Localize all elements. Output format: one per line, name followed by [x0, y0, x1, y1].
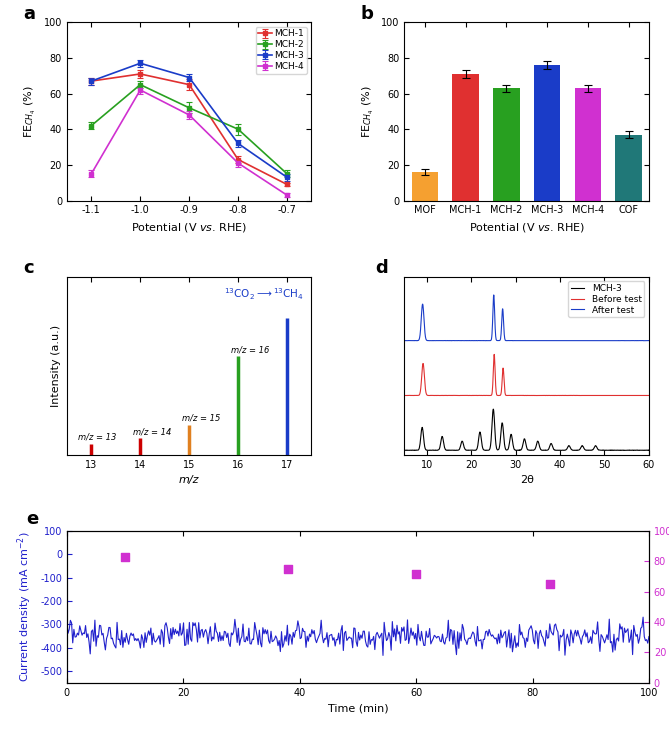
Text: m/z = 14: m/z = 14 — [133, 427, 171, 436]
MCH-3 — [400, 446, 408, 455]
Before test — [490, 350, 498, 359]
X-axis label: 2θ: 2θ — [520, 476, 534, 485]
After test — [429, 336, 437, 345]
Before test — [596, 391, 604, 400]
After test — [500, 322, 508, 331]
Text: a: a — [23, 4, 35, 23]
Point — [545, 578, 555, 590]
Point — [283, 563, 294, 575]
Before test — [591, 391, 599, 400]
Text: e: e — [26, 510, 38, 528]
MCH-3 — [508, 436, 516, 444]
After test — [596, 336, 604, 345]
Text: m/z = 15: m/z = 15 — [182, 413, 220, 423]
Text: c: c — [23, 259, 33, 277]
MCH-3 — [500, 429, 508, 438]
Bar — [615, 134, 642, 200]
MCH-3 — [425, 446, 434, 455]
X-axis label: Time (min): Time (min) — [328, 703, 388, 713]
Bar — [411, 172, 438, 200]
Before test — [425, 391, 434, 400]
Y-axis label: Intensity (a.u.): Intensity (a.u.) — [52, 325, 62, 407]
After test — [569, 336, 577, 345]
Before test — [508, 391, 516, 400]
Text: d: d — [375, 259, 388, 277]
Text: $^{13}$CO$_2$$\longrightarrow$$^{13}$CH$_4$: $^{13}$CO$_2$$\longrightarrow$$^{13}$CH$… — [224, 286, 304, 302]
X-axis label: m/z: m/z — [179, 476, 199, 485]
Before test — [645, 391, 653, 400]
Bar — [493, 88, 520, 200]
Line: Before test: Before test — [404, 355, 649, 395]
Y-axis label: FE$_{CH_4}$ (%): FE$_{CH_4}$ (%) — [361, 85, 375, 138]
Bar — [575, 88, 601, 200]
Before test — [400, 391, 408, 400]
MCH-3 — [595, 446, 603, 455]
Line: After test: After test — [404, 295, 649, 341]
After test — [645, 336, 653, 345]
Bar — [452, 74, 479, 200]
Text: m/z = 13: m/z = 13 — [78, 433, 116, 441]
Text: b: b — [361, 4, 373, 23]
Legend: MCH-1, MCH-2, MCH-3, MCH-4: MCH-1, MCH-2, MCH-3, MCH-4 — [256, 27, 307, 73]
Before test — [500, 370, 508, 379]
After test — [508, 336, 516, 345]
Before test — [438, 391, 446, 400]
Point — [120, 551, 130, 563]
X-axis label: Potential (V $vs$. RHE): Potential (V $vs$. RHE) — [131, 221, 248, 234]
Line: MCH-3: MCH-3 — [404, 409, 649, 450]
X-axis label: Potential (V $vs$. RHE): Potential (V $vs$. RHE) — [468, 221, 585, 234]
Before test — [569, 391, 577, 400]
After test — [591, 336, 599, 345]
MCH-3 — [591, 441, 599, 450]
Text: m/z = 16: m/z = 16 — [231, 345, 269, 354]
Y-axis label: FE$_{CH_4}$ (%): FE$_{CH_4}$ (%) — [23, 85, 38, 138]
MCH-3 — [601, 446, 609, 455]
Point — [411, 568, 421, 580]
Legend: MCH-3, Before test, After test: MCH-3, Before test, After test — [568, 281, 644, 318]
MCH-3 — [645, 446, 653, 455]
MCH-3 — [569, 446, 577, 455]
After test — [425, 336, 434, 345]
After test — [400, 336, 408, 345]
Bar — [534, 65, 560, 200]
MCH-3 — [489, 404, 497, 413]
After test — [490, 291, 498, 300]
Y-axis label: Current density (mA cm$^{-2}$): Current density (mA cm$^{-2}$) — [16, 531, 35, 682]
